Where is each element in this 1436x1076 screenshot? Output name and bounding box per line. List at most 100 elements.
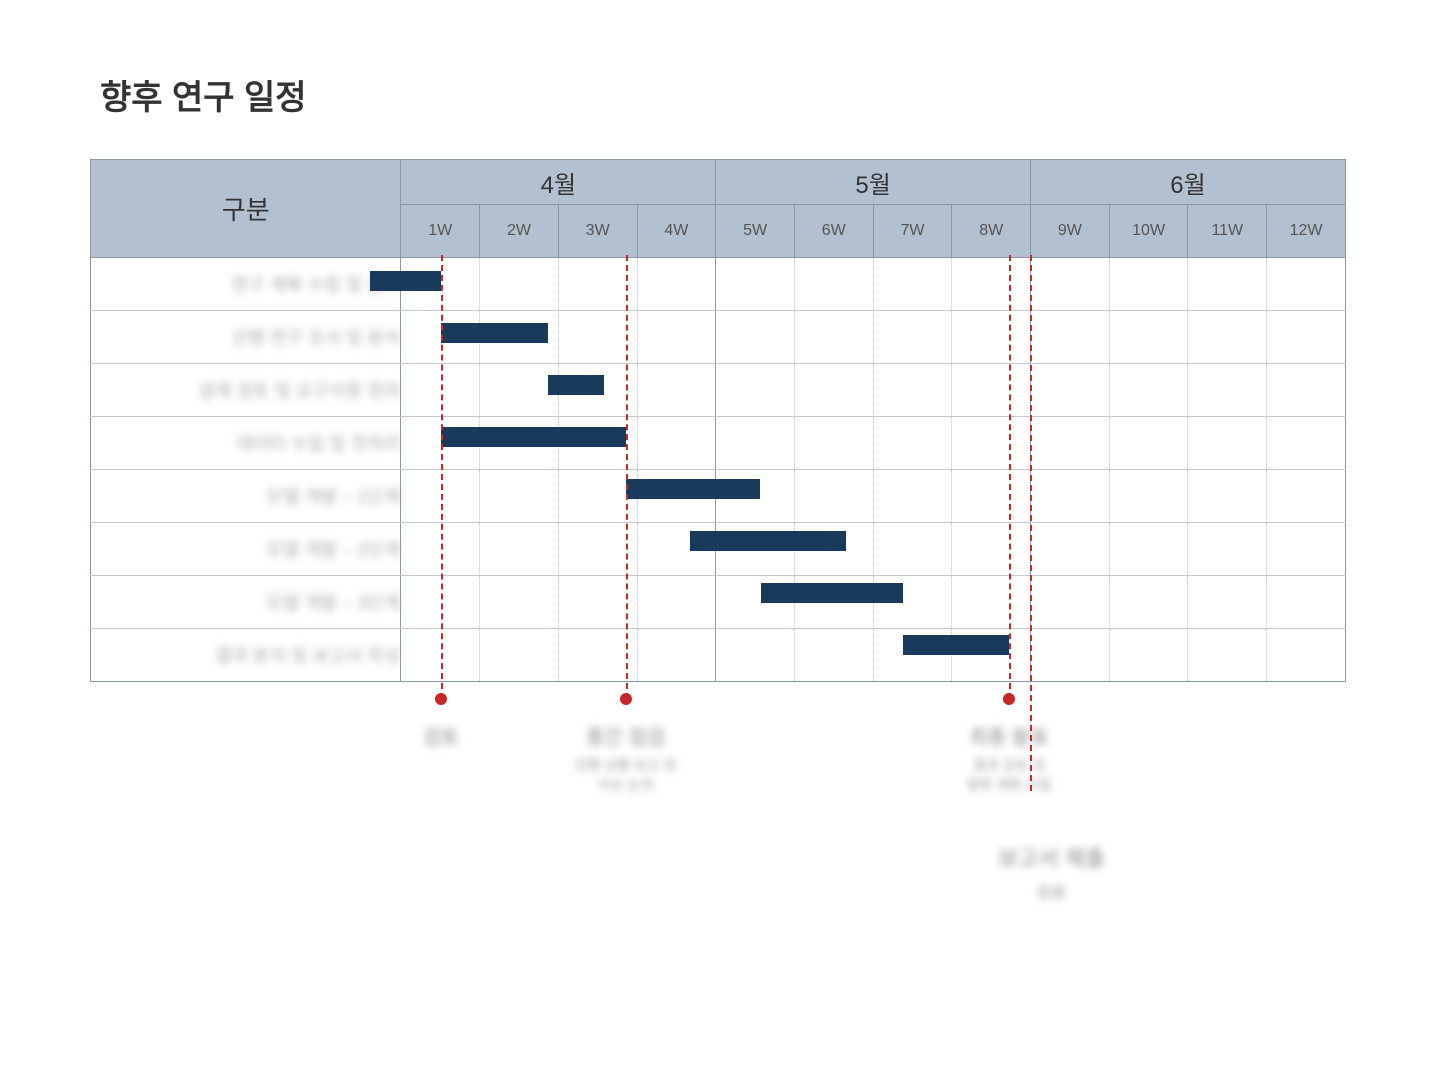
milestone-annotation: 검토 xyxy=(423,721,460,750)
gantt-cell xyxy=(1188,258,1267,311)
gantt-cell xyxy=(480,523,559,576)
gantt-cell xyxy=(480,629,559,682)
gantt-cell xyxy=(952,523,1031,576)
gantt-cell xyxy=(794,311,873,364)
gantt-cell xyxy=(1188,417,1267,470)
week-header: 12W xyxy=(1267,205,1346,258)
gantt-cell xyxy=(1031,470,1110,523)
gantt-cell xyxy=(637,258,716,311)
gantt-cell xyxy=(1031,576,1110,629)
category-header: 구분 xyxy=(91,160,401,258)
task-label: 데이터 수집 및 전처리 xyxy=(91,417,401,470)
gantt-cell xyxy=(1031,417,1110,470)
gantt-cell xyxy=(1109,629,1188,682)
gantt-cell xyxy=(716,364,795,417)
footer-annotation: 보고서 제출완료 xyxy=(998,841,1105,903)
gantt-bar xyxy=(441,427,626,447)
week-header: 2W xyxy=(480,205,559,258)
gantt-cell xyxy=(637,311,716,364)
milestone-dot xyxy=(435,693,447,705)
gantt-cell xyxy=(637,364,716,417)
gantt-cell xyxy=(873,470,952,523)
milestone-line xyxy=(441,255,443,699)
week-header: 8W xyxy=(952,205,1031,258)
gantt-cell xyxy=(1109,523,1188,576)
gantt-cell xyxy=(1267,523,1346,576)
gantt-cell xyxy=(1188,576,1267,629)
gantt-cell xyxy=(1031,364,1110,417)
gantt-cell xyxy=(1267,576,1346,629)
week-header: 1W xyxy=(401,205,480,258)
gantt-cell xyxy=(1188,311,1267,364)
gantt-cell xyxy=(952,311,1031,364)
gantt-cell xyxy=(1031,523,1110,576)
gantt-cell xyxy=(794,417,873,470)
gantt-cell xyxy=(1188,364,1267,417)
week-header: 7W xyxy=(873,205,952,258)
gantt-cell xyxy=(794,629,873,682)
gantt-cell xyxy=(716,311,795,364)
gantt-cell xyxy=(637,417,716,470)
month-header: 6월 xyxy=(1031,160,1346,205)
week-header: 5W xyxy=(716,205,795,258)
gantt-cell xyxy=(480,576,559,629)
week-header: 10W xyxy=(1109,205,1188,258)
gantt-cell xyxy=(952,576,1031,629)
gantt-cell xyxy=(637,576,716,629)
month-header: 4월 xyxy=(401,160,716,205)
task-label: 모델 개발 – 1단계 xyxy=(91,470,401,523)
gantt-cell xyxy=(1031,311,1110,364)
milestone-annotation: 중간 점검진행 상황 보고 및이슈 논의 xyxy=(575,721,677,795)
gantt-cell xyxy=(1267,629,1346,682)
gantt-cell xyxy=(873,311,952,364)
milestone-line xyxy=(1009,255,1011,699)
gantt-cell xyxy=(873,417,952,470)
gantt-cell xyxy=(1109,576,1188,629)
week-header: 6W xyxy=(794,205,873,258)
gantt-bar xyxy=(441,323,548,343)
page-title: 향후 연구 일정 xyxy=(100,70,1346,119)
gantt-cell xyxy=(794,258,873,311)
gantt-bar xyxy=(548,375,605,395)
gantt-cell xyxy=(952,258,1031,311)
week-header: 9W xyxy=(1031,205,1110,258)
task-label: 결과 분석 및 보고서 작성 xyxy=(91,629,401,682)
gantt-table: 구분4월5월6월 1W2W3W4W5W6W7W8W9W10W11W12W 연구 계획… xyxy=(90,159,1346,682)
gantt-bar xyxy=(690,531,846,551)
week-header: 4W xyxy=(637,205,716,258)
week-header: 11W xyxy=(1188,205,1267,258)
gantt-cell xyxy=(1188,470,1267,523)
milestone-line xyxy=(1030,255,1032,791)
gantt-cell xyxy=(1109,258,1188,311)
gantt-bar xyxy=(370,271,441,291)
gantt-cell xyxy=(1031,258,1110,311)
gantt-cell xyxy=(1109,470,1188,523)
gantt-cell xyxy=(1188,523,1267,576)
gantt-cell xyxy=(794,470,873,523)
gantt-cell xyxy=(873,523,952,576)
gantt-cell xyxy=(1267,417,1346,470)
gantt-cell xyxy=(1188,629,1267,682)
gantt-cell xyxy=(716,629,795,682)
gantt-cell xyxy=(1031,629,1110,682)
week-header: 3W xyxy=(558,205,637,258)
task-label: 연구 계획 수립 및 준비 xyxy=(91,258,401,311)
milestone-dot xyxy=(1003,693,1015,705)
task-label: 모델 개발 – 2단계 xyxy=(91,523,401,576)
gantt-cell xyxy=(952,364,1031,417)
gantt-bar xyxy=(903,635,1010,655)
gantt-cell xyxy=(1267,311,1346,364)
gantt-cell xyxy=(480,258,559,311)
gantt-cell xyxy=(1109,364,1188,417)
gantt-cell xyxy=(1267,364,1346,417)
gantt-cell xyxy=(1109,311,1188,364)
month-header: 5월 xyxy=(716,160,1031,205)
gantt-cell xyxy=(1267,258,1346,311)
gantt-cell xyxy=(873,258,952,311)
gantt-cell xyxy=(952,417,1031,470)
task-label: 모델 개발 – 3단계 xyxy=(91,576,401,629)
gantt-bar xyxy=(626,479,761,499)
gantt-cell xyxy=(480,470,559,523)
task-label: 선행 연구 조사 및 분석 xyxy=(91,311,401,364)
milestone-dot xyxy=(620,693,632,705)
